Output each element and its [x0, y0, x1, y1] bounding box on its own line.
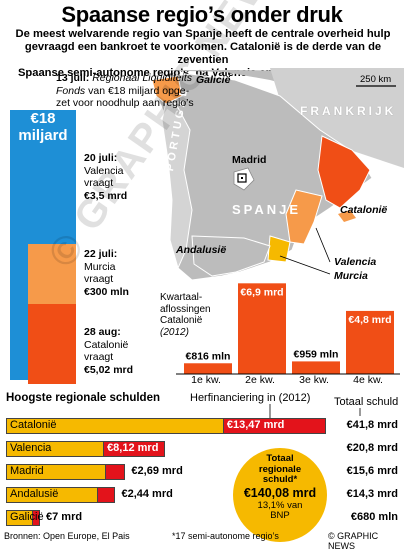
fund-amount: €18 — [30, 110, 56, 127]
quarter-label: 4e kw. — [353, 374, 383, 386]
galicia-region — [151, 75, 183, 105]
quarter-label: 1e kw. — [191, 374, 221, 386]
total-debt-value-label: €20,8 mrd — [346, 442, 398, 454]
refinancing-bar — [96, 487, 116, 503]
refinancing-value-label: €8,12 mrd — [107, 442, 159, 454]
refinancing-bar — [222, 418, 326, 434]
refinancing-bar — [32, 510, 40, 526]
refinancing-bar — [104, 464, 126, 480]
fund-description: 13 juli: Regionaal Liquiditeits Fonds va… — [56, 72, 194, 109]
map-label-france: FRANKRIJK — [300, 104, 397, 118]
footer-sources: Bronnen: Open Europe, El Pais — [4, 531, 130, 541]
balearic-islands — [338, 210, 356, 222]
france-land — [270, 68, 404, 168]
quarter-label: 3e kw. — [299, 374, 329, 386]
debt-region-label: Madrid — [10, 465, 44, 477]
page-title: Spaanse regio’s onder druk — [61, 2, 343, 27]
refinancing-value-label: €7 mrd — [46, 511, 83, 523]
andalusia-region — [191, 235, 271, 277]
debt-region-label: Galicië — [10, 511, 44, 523]
debt-row: Andalusië €2,44 mrd €14,3 mrd — [6, 487, 398, 503]
debt-row: Valencia €8,12 mrd €20,8 mrd — [6, 441, 398, 457]
map-label-andalusia: Andalusië — [176, 244, 227, 256]
refinancing-value-label: €2,69 mrd — [131, 465, 183, 477]
intro-line: gevraagd een bankroet te voorkomen. Cata… — [24, 41, 382, 66]
total-debt-value-label: €15,6 mrd — [346, 465, 398, 477]
request-bar-murcia — [28, 244, 76, 304]
map-label-spain: SPANJE — [232, 202, 302, 217]
quarter-value-label: €6,9 mrd — [240, 286, 283, 298]
refinancing-value-label: €2,44 mrd — [121, 488, 173, 500]
total-debt-badge — [233, 448, 327, 542]
map-label-valencia: Valencia — [334, 256, 377, 268]
refinancing-value-label: €13,47 mrd — [226, 419, 285, 431]
debt-region-label: Catalonië — [10, 419, 57, 431]
map-label-murcia: Murcia — [334, 270, 368, 282]
debt-row: Catalonië €13,47 mrd €41,8 mrd — [6, 418, 398, 434]
legend-refinancing: Herfinanciering in (2012) — [190, 392, 311, 404]
request-catalonia: 28 aug: Catalonië vraagt €5,02 mrd — [84, 326, 134, 376]
quarter-bar — [346, 310, 394, 374]
quarter-value-label: €959 mln — [294, 348, 339, 360]
total-debt-value-label: €41,8 mrd — [346, 419, 398, 431]
fund-unit: miljard — [18, 127, 68, 144]
quarter-bar — [238, 283, 286, 374]
quarterly-chart: €816 mln €6,9 mrd €959 mln €4,8 mrd — [176, 283, 400, 375]
request-bar-catalonia — [28, 304, 76, 384]
quarter-value-label: €816 mln — [186, 350, 231, 362]
debt-row: Galicië €7 mrd €680 mln — [6, 510, 398, 526]
map-label-catalonia: Catalonië — [340, 204, 388, 216]
quarter-value-label: €4,8 mrd — [348, 314, 391, 326]
debt-row: Madrid €2,69 mrd €15,6 mrd — [6, 464, 398, 480]
debt-region-label: Andalusië — [10, 488, 59, 500]
intro-line: De meest welvarende regio van Spanje hee… — [15, 28, 391, 40]
footer-note: *17 semi-autonome regio’s — [172, 531, 279, 541]
quarter-bar — [184, 363, 232, 374]
debt-title: Hoogste regionale schulden — [6, 392, 160, 404]
total-debt-value-label: €680 mln — [350, 511, 398, 523]
map-label-galicia: Galicië — [196, 74, 231, 86]
request-valencia: 20 juli: Valencia vraagt €3,5 mrd — [84, 152, 128, 202]
portugal-land — [161, 101, 193, 270]
quarter-bar — [292, 361, 340, 374]
refinancing-bar — [103, 441, 166, 457]
quarter-label: 2e kw. — [245, 374, 275, 386]
quarterly-chart-title: Kwartaal- aflossingen Catalonië (2012) — [160, 292, 211, 338]
total-debt-value-label: €14,3 mrd — [346, 488, 398, 500]
footer-credit: © GRAPHIC NEWS — [328, 531, 379, 551]
quarterly-axis: 1e kw. 2e kw. 3e kw. 4e kw. — [176, 374, 400, 388]
map-scale-label: 250 km — [360, 74, 392, 85]
legend-total: Totaal schuld — [334, 396, 399, 408]
catalonia-region — [317, 135, 371, 209]
debt-region-label: Valencia — [10, 442, 52, 454]
valencia-region — [285, 189, 323, 245]
fund-total: €18 miljard — [10, 110, 76, 144]
murcia-region — [267, 235, 291, 263]
request-murcia: 22 juli: Murcia vraagt €300 mln — [84, 248, 129, 298]
total-badge-text: Totaal regionale schuld* €140,08 mrd 13,… — [243, 453, 317, 521]
map-label-madrid: Madrid — [232, 154, 267, 166]
